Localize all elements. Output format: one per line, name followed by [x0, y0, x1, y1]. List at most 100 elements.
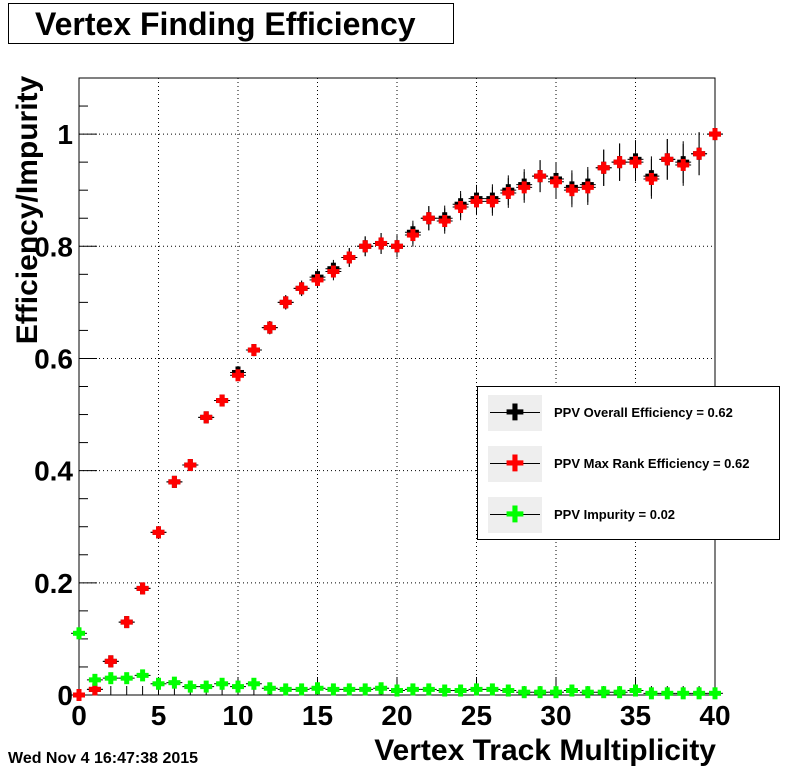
legend-swatch-max-rank: ✚	[488, 446, 542, 482]
data-point	[438, 684, 451, 697]
data-point	[645, 687, 658, 700]
cross-marker-icon: ✚	[505, 502, 525, 527]
data-point	[152, 677, 165, 690]
data-point	[661, 687, 674, 700]
data-point	[216, 677, 229, 690]
data-point	[565, 684, 578, 697]
data-point	[677, 687, 690, 700]
data-point	[502, 186, 515, 199]
cross-marker-icon: ✚	[505, 451, 525, 476]
data-point	[168, 475, 181, 488]
data-point	[295, 683, 308, 696]
data-point	[247, 344, 260, 357]
ticks-layer: 0 5 10 15 20 25 30 35 40 0 0.2 0.4 0.6 0.8 1	[34, 77, 731, 731]
data-point	[454, 201, 467, 214]
series-layer	[71, 112, 723, 701]
data-point	[343, 251, 356, 264]
chart-title-box: Vertex Finding Efficiency	[8, 3, 454, 44]
data-point	[565, 184, 578, 197]
data-point	[677, 158, 690, 171]
legend: ✚ PPV Overall Efficiency = 0.62 ✚ PPV Ma…	[477, 386, 780, 540]
legend-label-impurity: PPV Impurity = 0.02	[554, 507, 676, 522]
data-point	[73, 627, 85, 640]
data-point	[518, 181, 531, 194]
legend-label-overall: PPV Overall Efficiency = 0.62	[554, 405, 733, 420]
data-point	[279, 683, 292, 696]
x-tick-label: 20	[381, 700, 412, 731]
data-point	[518, 686, 531, 699]
data-point	[454, 684, 467, 697]
data-point	[486, 195, 499, 208]
data-point	[73, 689, 85, 701]
data-point	[502, 684, 515, 697]
x-tick-label: 35	[620, 700, 651, 731]
data-point	[232, 680, 244, 693]
data-point	[534, 170, 547, 183]
data-point	[136, 582, 149, 595]
data-point	[406, 683, 419, 696]
data-point	[470, 683, 483, 696]
legend-swatch-overall: ✚	[488, 395, 542, 431]
legend-entry-overall: ✚ PPV Overall Efficiency = 0.62	[478, 391, 779, 431]
data-point	[104, 672, 117, 685]
data-point	[311, 273, 324, 286]
data-point	[88, 673, 101, 686]
data-point	[359, 683, 372, 696]
y-tick-label: 0.6	[34, 343, 73, 374]
x-tick-label: 10	[222, 700, 253, 731]
legend-entry-max-rank: ✚ PPV Max Rank Efficiency = 0.62	[478, 442, 779, 482]
data-point	[693, 147, 706, 160]
data-point	[184, 459, 197, 472]
data-point	[168, 676, 181, 689]
data-point	[550, 686, 562, 699]
data-point	[422, 212, 435, 225]
data-point	[661, 153, 674, 166]
data-point	[327, 265, 340, 278]
data-point	[645, 172, 658, 185]
y-tick-label: 0.4	[34, 456, 73, 487]
data-point	[597, 686, 610, 699]
data-point	[422, 683, 435, 696]
data-point	[263, 321, 276, 334]
data-point	[613, 156, 626, 169]
data-point	[279, 296, 292, 309]
x-tick-label: 30	[540, 700, 571, 731]
cross-marker-icon: ✚	[505, 400, 525, 425]
data-point	[391, 240, 403, 253]
chart-title: Vertex Finding Efficiency	[35, 6, 416, 42]
legend-label-max-rank: PPV Max Rank Efficiency = 0.62	[554, 456, 750, 471]
data-point	[200, 680, 213, 693]
data-point	[375, 237, 388, 250]
y-tick-label: 1	[57, 119, 73, 150]
data-point	[343, 683, 356, 696]
series-2	[71, 627, 723, 700]
data-point	[438, 215, 451, 228]
data-point	[629, 684, 642, 697]
y-tick-label: 0.2	[34, 568, 73, 599]
data-point	[406, 229, 419, 242]
data-point	[184, 680, 197, 693]
data-point	[200, 411, 213, 424]
data-point	[120, 672, 133, 685]
legend-swatch-impurity: ✚	[488, 497, 542, 533]
data-point	[120, 616, 133, 629]
data-point	[104, 655, 117, 668]
data-point	[295, 282, 308, 295]
data-point	[88, 683, 101, 696]
y-axis-label: Efficiency/Impurity	[11, 75, 44, 345]
data-point	[232, 369, 244, 382]
date-stamp: Wed Nov 4 16:47:38 2015	[8, 750, 199, 767]
x-axis-label: Vertex Track Multiplicity	[374, 734, 716, 767]
data-point	[263, 682, 276, 695]
data-point	[486, 683, 499, 696]
data-point	[709, 687, 721, 700]
data-point	[136, 669, 149, 682]
data-point	[391, 684, 403, 697]
x-tick-label: 15	[302, 700, 333, 731]
legend-entry-impurity: ✚ PPV Impurity = 0.02	[478, 493, 779, 533]
data-point	[581, 686, 594, 699]
data-point	[613, 686, 626, 699]
data-point	[550, 175, 562, 188]
x-tick-label: 40	[699, 700, 730, 731]
